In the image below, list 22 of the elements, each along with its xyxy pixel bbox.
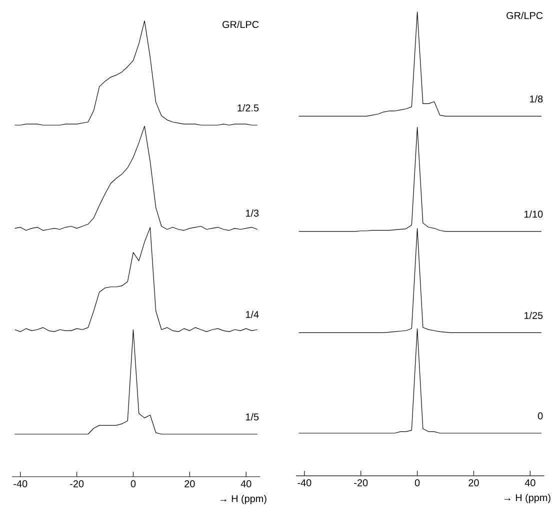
- x-tick-label: 0: [130, 480, 136, 488]
- x-axis-title: → H (ppm): [504, 494, 550, 503]
- x-tick-label: 40: [240, 480, 252, 488]
- chart-title: GR/LPC: [506, 12, 543, 19]
- chart-title: GR/LPC: [222, 20, 259, 28]
- x-tick-label: 40: [524, 479, 536, 486]
- annotation: 1/8: [530, 94, 543, 102]
- x-tick-label: 0: [414, 479, 420, 486]
- annotation: 1/5: [246, 412, 259, 420]
- annotation: 1/4: [246, 310, 259, 318]
- x-axis-title: → H (ppm): [220, 494, 266, 504]
- x-tick-label: -40: [298, 479, 312, 486]
- annotation: 1/3: [246, 209, 259, 216]
- x-tick-label: -40: [14, 480, 28, 488]
- annotation: 1/25: [524, 311, 543, 319]
- x-tick-label: -20: [354, 479, 368, 486]
- x-tick-label: -20: [70, 480, 84, 488]
- x-tick-label: 20: [468, 479, 479, 486]
- annotation: 1/10: [524, 210, 543, 218]
- annotation: 0: [538, 412, 543, 420]
- annotation: 1/2.5: [238, 104, 259, 112]
- x-tick-label: 20: [184, 480, 195, 488]
